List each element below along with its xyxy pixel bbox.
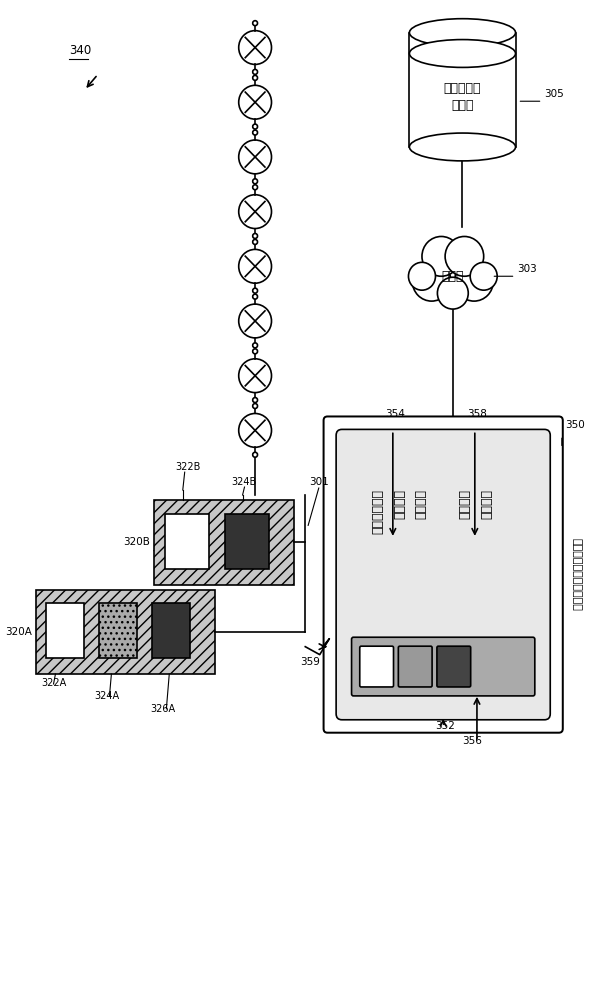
Circle shape	[253, 21, 258, 26]
FancyBboxPatch shape	[323, 416, 563, 733]
Circle shape	[253, 294, 258, 299]
FancyBboxPatch shape	[152, 603, 190, 658]
Circle shape	[253, 398, 258, 403]
Text: 因特网: 因特网	[441, 270, 464, 283]
Circle shape	[253, 349, 258, 354]
Circle shape	[239, 413, 272, 447]
Circle shape	[437, 277, 468, 309]
Text: 开启任务照明: 开启任务照明	[372, 489, 385, 534]
Text: 359: 359	[300, 657, 320, 667]
FancyBboxPatch shape	[99, 603, 137, 658]
Circle shape	[253, 179, 258, 184]
Circle shape	[253, 124, 258, 129]
Circle shape	[239, 304, 272, 338]
Circle shape	[253, 130, 258, 135]
Circle shape	[253, 75, 258, 80]
Circle shape	[239, 359, 272, 393]
Circle shape	[409, 262, 435, 290]
Circle shape	[445, 236, 484, 276]
Text: 调暗设置: 调暗设置	[393, 489, 406, 519]
Circle shape	[253, 404, 258, 409]
Circle shape	[253, 452, 258, 457]
FancyBboxPatch shape	[225, 514, 269, 569]
Circle shape	[412, 261, 451, 301]
FancyBboxPatch shape	[165, 514, 209, 569]
Ellipse shape	[409, 40, 516, 67]
Circle shape	[422, 236, 460, 276]
Text: 320B: 320B	[123, 537, 150, 547]
Circle shape	[253, 185, 258, 190]
Circle shape	[426, 243, 480, 299]
Text: 354: 354	[385, 409, 405, 419]
Text: 301: 301	[309, 477, 329, 487]
Text: 322B: 322B	[175, 462, 201, 472]
Text: 324B: 324B	[231, 477, 256, 487]
Text: 305: 305	[544, 89, 564, 99]
Text: 350: 350	[565, 420, 584, 430]
Text: 352: 352	[435, 721, 455, 731]
Text: 303: 303	[517, 264, 537, 274]
Circle shape	[239, 249, 272, 283]
Ellipse shape	[409, 133, 516, 161]
FancyBboxPatch shape	[360, 646, 393, 687]
Circle shape	[253, 69, 258, 74]
Ellipse shape	[409, 19, 516, 47]
Text: 修改场景: 修改场景	[458, 489, 472, 519]
Text: 326A: 326A	[150, 704, 175, 714]
FancyBboxPatch shape	[336, 429, 550, 720]
Text: 额外功能: 额外功能	[480, 489, 493, 519]
Text: 358: 358	[467, 409, 487, 419]
FancyBboxPatch shape	[437, 646, 471, 687]
Circle shape	[470, 262, 497, 290]
Circle shape	[253, 343, 258, 348]
FancyBboxPatch shape	[154, 500, 294, 585]
Text: 324A: 324A	[94, 691, 119, 701]
Circle shape	[239, 31, 272, 64]
Circle shape	[253, 233, 258, 238]
FancyBboxPatch shape	[46, 603, 85, 658]
FancyBboxPatch shape	[351, 637, 535, 696]
FancyBboxPatch shape	[36, 589, 215, 674]
Circle shape	[455, 261, 493, 301]
FancyBboxPatch shape	[398, 646, 432, 687]
Text: 320A: 320A	[5, 627, 32, 637]
Circle shape	[239, 85, 272, 119]
Circle shape	[253, 288, 258, 293]
Text: 356: 356	[463, 736, 482, 746]
Circle shape	[253, 239, 258, 244]
Text: 供应商配置
数据库: 供应商配置 数据库	[444, 82, 481, 112]
Text: 322A: 322A	[41, 678, 66, 688]
Circle shape	[239, 140, 272, 174]
Text: 关闭灯光: 关闭灯光	[414, 489, 427, 519]
Circle shape	[239, 195, 272, 229]
Text: 340: 340	[69, 44, 91, 57]
Text: 用于场景创建的移动设备: 用于场景创建的移动设备	[572, 538, 581, 611]
